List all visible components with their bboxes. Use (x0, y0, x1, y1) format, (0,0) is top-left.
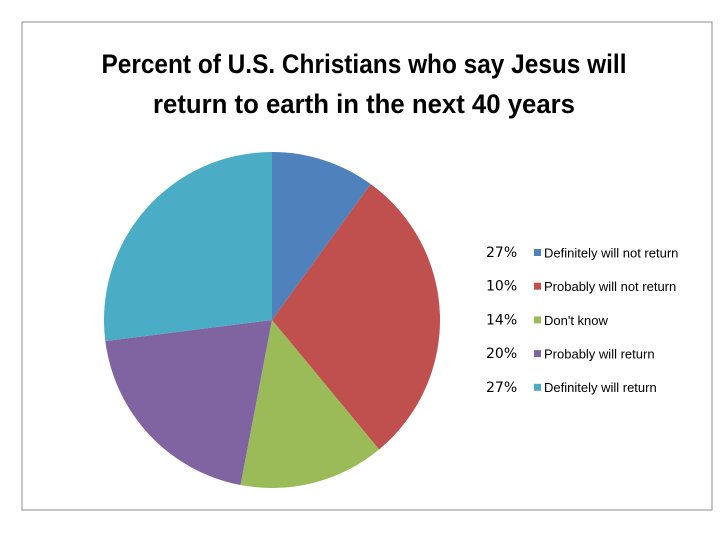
legend-swatch (534, 316, 541, 324)
legend-swatch (534, 350, 541, 358)
annotation: 27% (486, 245, 517, 261)
chart-title: return to earth in the next 40 years (153, 89, 575, 119)
chart-title: Percent of U.S. Christians who say Jesus… (102, 49, 627, 79)
pie-slice (272, 152, 371, 320)
legend-label: Definitely will not return (544, 245, 678, 260)
annotation: 10% (486, 279, 517, 295)
annotation: 14% (486, 312, 517, 328)
legend-swatch (534, 249, 541, 256)
legend-swatch (534, 383, 541, 391)
annotation: 20% (486, 346, 517, 362)
pie-slice (240, 320, 380, 488)
legend-label: Probably will not return (544, 279, 676, 294)
pie-slice (272, 184, 441, 450)
legend-label: Probably will return (544, 347, 655, 362)
pie-slice (103, 152, 272, 342)
pie-slice (105, 320, 272, 486)
legend-label: Definitely will return (544, 380, 657, 395)
legend-label: Don't know (544, 313, 609, 328)
legend-swatch (534, 282, 541, 290)
annotation: 27% (486, 380, 517, 396)
